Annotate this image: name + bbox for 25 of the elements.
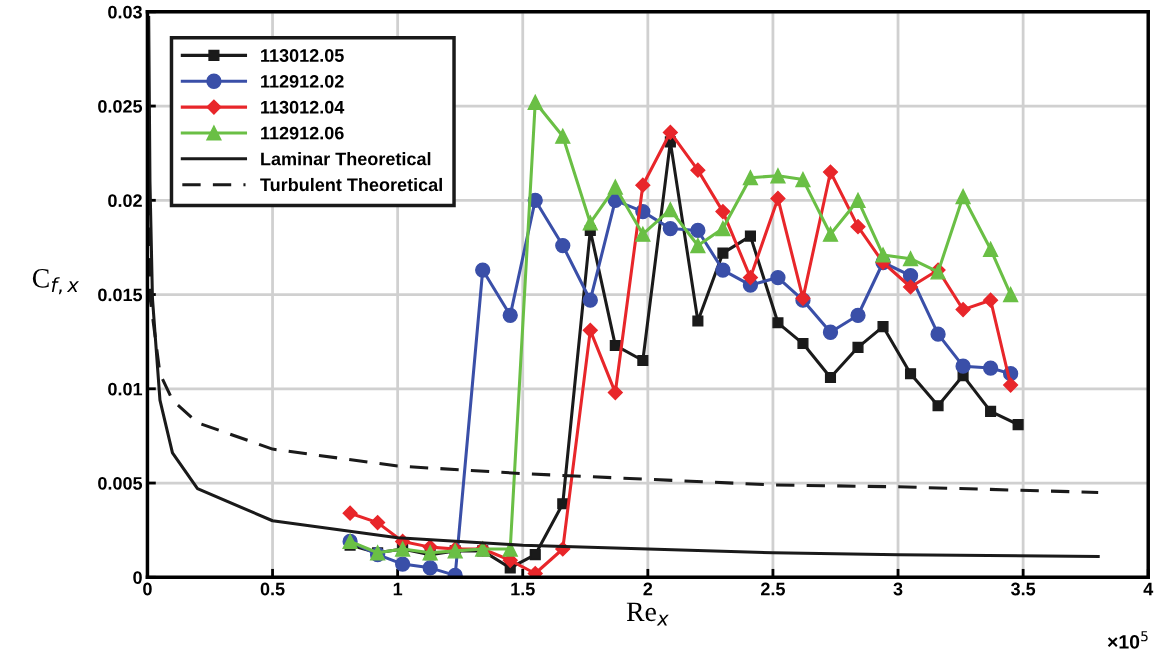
legend-label: 112912.06: [261, 126, 344, 140]
y-tick-label: 0.025: [98, 99, 143, 113]
x-tick-label: 1.5: [511, 582, 535, 596]
y-tick-label: 0.01: [108, 382, 143, 396]
y-tick-label: 0.015: [98, 288, 143, 302]
y-tick-label: 0.005: [98, 476, 143, 490]
x-axis-title: Re$_{x}$: [626, 602, 669, 626]
x-tick-label: 3.5: [1011, 582, 1036, 596]
text: ×10$^{5}$: [1107, 631, 1148, 649]
legend-label: 113012.04: [261, 100, 345, 114]
legend-label: Turbulent Theoretical: [260, 177, 442, 192]
legend-label: Laminar Theoretical: [261, 152, 431, 166]
y-tick-label: 0.02: [108, 194, 142, 208]
x-tick-label: 4: [1143, 582, 1154, 596]
x-tick-label: 2: [643, 582, 653, 596]
x-tick-label: 2.5: [761, 582, 785, 596]
y-tick-label: 0: [133, 571, 142, 584]
y-axis-title: C$_{f,x}$: [32, 268, 79, 295]
y-tick-label: 0.03: [108, 5, 142, 19]
x-tick-label: 0: [143, 582, 152, 596]
x-tick-label: 3: [893, 582, 903, 596]
x-tick-label: 0.5: [260, 582, 285, 596]
x-tick-label: 1: [393, 582, 403, 596]
legend-label: 112912.02: [261, 74, 344, 88]
legend-label: 113012.05: [261, 49, 344, 62]
